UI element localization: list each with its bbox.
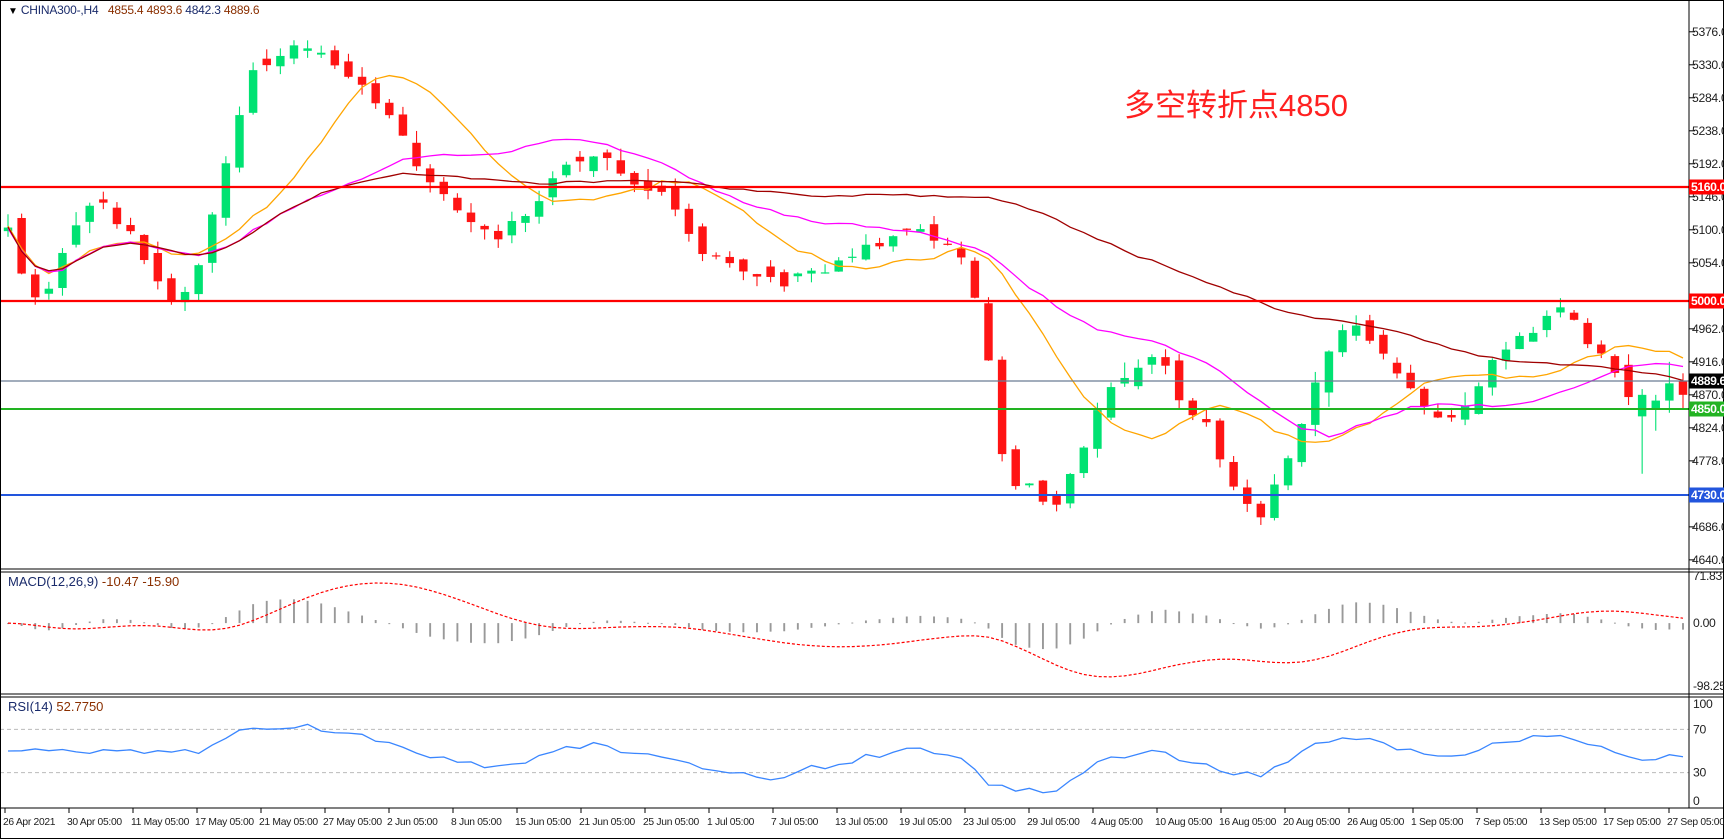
svg-text:19 Jul 05:00: 19 Jul 05:00 [899,817,952,828]
svg-text:21 May 05:00: 21 May 05:00 [259,817,318,828]
svg-text:7 Jul 05:00: 7 Jul 05:00 [771,817,819,828]
svg-text:5054.0: 5054.0 [1692,256,1724,270]
svg-text:16 Aug 05:00: 16 Aug 05:00 [1219,817,1277,828]
svg-text:1 Sep 05:00: 1 Sep 05:00 [1411,817,1464,828]
svg-text:17 May 05:00: 17 May 05:00 [195,817,254,828]
svg-text:7 Sep 05:00: 7 Sep 05:00 [1475,817,1528,828]
svg-text:5284.0: 5284.0 [1692,91,1724,105]
svg-text:13 Sep 05:00: 13 Sep 05:00 [1539,817,1597,828]
svg-text:5330.0: 5330.0 [1692,58,1724,72]
svg-text:5376.0: 5376.0 [1692,25,1724,39]
svg-text:8 Jun 05:00: 8 Jun 05:00 [451,817,502,828]
svg-text:25 Jun 05:00: 25 Jun 05:00 [643,817,700,828]
svg-text:26 Aug 05:00: 26 Aug 05:00 [1347,817,1405,828]
svg-text:17 Sep 05:00: 17 Sep 05:00 [1603,817,1661,828]
svg-text:4730.0: 4730.0 [1691,488,1724,502]
svg-text:10 Aug 05:00: 10 Aug 05:00 [1155,817,1213,828]
svg-text:4889.6: 4889.6 [1691,374,1724,388]
svg-text:5192.0: 5192.0 [1692,157,1724,171]
svg-text:4824.0: 4824.0 [1692,421,1724,435]
svg-text:20 Aug 05:00: 20 Aug 05:00 [1283,817,1341,828]
svg-text:4916.0: 4916.0 [1692,355,1724,369]
svg-text:30 Apr 05:00: 30 Apr 05:00 [67,817,122,828]
svg-text:4 Aug 05:00: 4 Aug 05:00 [1091,817,1143,828]
svg-text:27 May 05:00: 27 May 05:00 [323,817,382,828]
svg-text:4850.0: 4850.0 [1691,402,1724,416]
svg-text:2 Jun 05:00: 2 Jun 05:00 [387,817,438,828]
svg-text:5000.0: 5000.0 [1691,294,1724,308]
svg-text:71.83: 71.83 [1693,569,1723,583]
svg-text:27 Sep 05:00: 27 Sep 05:00 [1667,817,1724,828]
svg-text:-98.25: -98.25 [1693,679,1724,693]
svg-text:15 Jun 05:00: 15 Jun 05:00 [515,817,572,828]
svg-text:4686.0: 4686.0 [1692,520,1724,534]
svg-text:4778.0: 4778.0 [1692,454,1724,468]
svg-text:11 May 05:00: 11 May 05:00 [131,817,190,828]
svg-text:21 Jun 05:00: 21 Jun 05:00 [579,817,636,828]
svg-text:5160.0: 5160.0 [1691,180,1724,194]
svg-text:100: 100 [1693,697,1713,711]
svg-text:1 Jul 05:00: 1 Jul 05:00 [707,817,755,828]
svg-text:13 Jul 05:00: 13 Jul 05:00 [835,817,888,828]
svg-text:29 Jul 05:00: 29 Jul 05:00 [1027,817,1080,828]
svg-text:30: 30 [1693,766,1706,780]
svg-text:4640.0: 4640.0 [1692,553,1724,567]
svg-text:0.00: 0.00 [1693,616,1716,630]
svg-text:4962.0: 4962.0 [1692,322,1724,336]
svg-text:26 Apr 2021: 26 Apr 2021 [3,817,56,828]
svg-text:23 Jul 05:00: 23 Jul 05:00 [963,817,1016,828]
svg-text:70: 70 [1693,722,1706,736]
svg-text:5100.0: 5100.0 [1692,223,1724,237]
svg-text:4870.0: 4870.0 [1692,388,1724,402]
svg-text:5238.0: 5238.0 [1692,124,1724,138]
svg-text:0: 0 [1693,794,1700,808]
